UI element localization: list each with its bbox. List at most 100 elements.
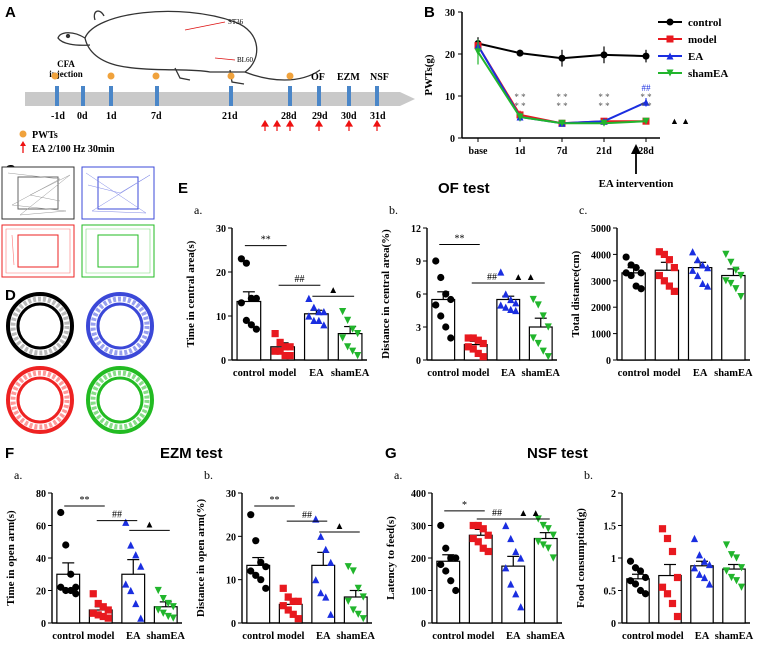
y-tick-label: 30 — [216, 224, 226, 235]
data-point-shamEA — [534, 538, 542, 546]
data-point-control — [257, 576, 265, 584]
bar-control — [236, 300, 262, 361]
data-point-model — [479, 339, 487, 348]
y-tick-label: 0.5 — [604, 587, 617, 598]
y-axis-label: PWTs(g) — [423, 54, 435, 95]
data-point-EA — [327, 558, 335, 566]
data-point-shamEA — [344, 597, 352, 605]
data-point-model — [464, 334, 472, 342]
significance-mark: ## — [112, 510, 122, 521]
data-point-shamEA — [544, 323, 552, 331]
data-point-model — [469, 334, 477, 342]
ea-arrow-head — [314, 119, 324, 127]
ea-arrow-head — [260, 119, 270, 127]
y-axis-label: Distance in open arm(%) — [195, 499, 207, 618]
x-tick-label: EA — [309, 368, 324, 379]
bar-EA — [687, 266, 713, 361]
y-tick-label: 30 — [226, 489, 236, 500]
data-point-control — [626, 557, 635, 565]
data-point-model — [479, 544, 487, 552]
data-point-EA — [502, 303, 510, 311]
data-point-shamEA — [727, 258, 735, 266]
legend-label-control: control — [688, 17, 721, 29]
x-tick-label: control — [242, 631, 274, 642]
x-tick-label: EA — [693, 368, 708, 379]
tick-label-7: 7d — [151, 111, 162, 122]
x-tick-label: shamEA — [336, 631, 375, 642]
data-point-model — [474, 349, 482, 357]
data-point-model — [660, 250, 668, 258]
ezm-time-open-arm-chart: a. 0 20 40 60 80 Time in open arm(s) control mod… — [5, 468, 185, 642]
y-tick-label: 0 — [421, 619, 426, 630]
legend-marker-EA — [666, 52, 674, 60]
y-axis-label: Food consumption(g) — [575, 508, 587, 608]
rat-illustration — [57, 10, 321, 85]
data-point-shamEA — [727, 551, 736, 559]
y-tick-label: 2000 — [591, 303, 611, 314]
data-point-control — [242, 316, 250, 324]
bar-shamEA — [722, 568, 746, 624]
data-point-model — [665, 282, 673, 290]
data-point-control — [67, 570, 75, 578]
acupoint-bl60-label: BL60 — [237, 56, 253, 64]
significance-mark: ** — [455, 234, 465, 245]
data-point-model — [673, 573, 682, 582]
data-point-control — [516, 49, 524, 57]
data-point-shamEA — [534, 339, 542, 348]
significance-mark: ▲ ▲ — [513, 272, 535, 283]
data-point-control — [252, 325, 260, 333]
y-tick-label: 0 — [611, 619, 616, 630]
data-point-shamEA — [474, 48, 482, 56]
data-point-control — [447, 554, 455, 562]
subpanel-label: c. — [579, 203, 587, 217]
data-point-EA — [694, 271, 702, 280]
data-point-shamEA — [516, 113, 524, 121]
x-tick-label: control — [622, 631, 654, 642]
data-point-model — [289, 610, 297, 618]
data-point-EA — [690, 534, 699, 543]
data-point-EA — [689, 248, 697, 256]
significance-mark: * * — [598, 92, 610, 102]
data-point-model — [289, 597, 297, 605]
ea-legend-label: EA 2/100 Hz 30min — [32, 144, 115, 155]
y-tick-label: 12 — [411, 224, 421, 235]
data-point-shamEA — [732, 554, 741, 562]
significance-mark: * — [462, 500, 467, 511]
x-tick-label: control — [427, 368, 459, 379]
timeline-tick — [155, 86, 159, 106]
data-point-shamEA — [154, 586, 162, 595]
data-point-model — [479, 525, 487, 533]
data-point-EA — [310, 316, 318, 324]
data-point-shamEA — [344, 343, 352, 351]
data-point-control — [641, 573, 650, 582]
timeline-tick — [81, 86, 85, 106]
bar-shamEA — [533, 537, 558, 624]
data-point-shamEA — [737, 583, 746, 591]
data-point-control — [62, 586, 70, 595]
y-tick-label: 1.5 — [604, 522, 617, 533]
data-point-model — [99, 612, 107, 621]
data-point-EA — [512, 306, 520, 315]
timeline-tick — [375, 86, 379, 106]
data-point-control — [452, 554, 460, 562]
data-point-shamEA — [549, 554, 557, 562]
data-point-model — [276, 338, 284, 346]
data-point-control — [447, 577, 455, 585]
timeline-tick — [317, 86, 321, 106]
data-point-control — [72, 590, 80, 598]
y-tick-label: 0 — [231, 619, 236, 630]
significance-mark: ## — [302, 510, 312, 521]
data-point-shamEA — [154, 606, 162, 614]
nsf-test-title: NSF test — [527, 445, 588, 462]
data-point-EA — [700, 573, 709, 582]
data-point-control — [442, 544, 450, 552]
data-point-control — [627, 271, 635, 280]
y-tick-label: 40 — [36, 554, 46, 565]
of-time-central-chart: a. 0 10 20 30 Time in central area(s) control m… — [185, 203, 370, 379]
timeline-tick — [347, 86, 351, 106]
ezm-track-shamea — [86, 366, 154, 434]
y-tick-label: 10 — [226, 576, 236, 587]
y-tick-label: 200 — [411, 554, 426, 565]
x-tick-label: 7d — [557, 146, 568, 157]
data-point-EA — [132, 599, 140, 608]
